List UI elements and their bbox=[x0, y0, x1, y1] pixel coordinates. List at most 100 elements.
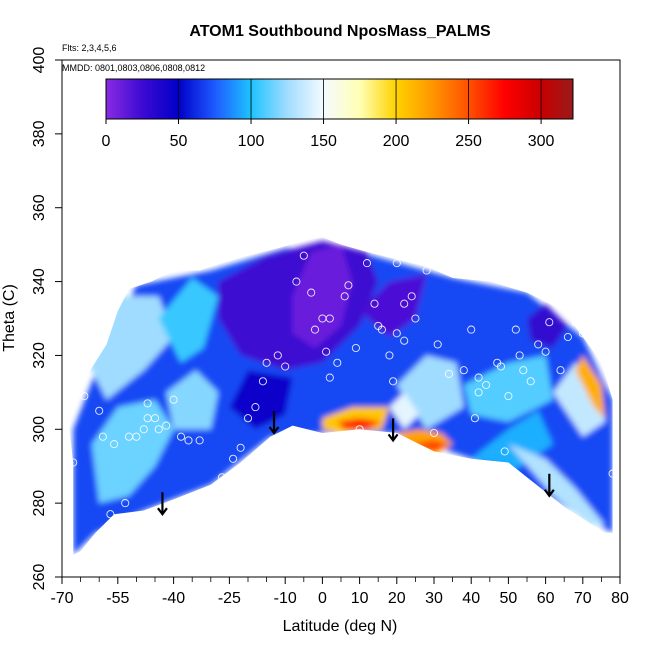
observation-marker bbox=[474, 373, 483, 382]
observation-marker bbox=[121, 499, 130, 508]
heatmap-region-7 bbox=[229, 370, 293, 430]
x-tick-label: 10 bbox=[351, 590, 369, 607]
observation-marker bbox=[411, 314, 420, 323]
x-tick-label: 40 bbox=[462, 590, 480, 607]
observation-marker bbox=[236, 443, 245, 452]
colorbar-gradient bbox=[105, 78, 574, 120]
observation-marker bbox=[251, 403, 260, 412]
heatmap-region-20 bbox=[389, 392, 420, 430]
observation-marker bbox=[184, 436, 193, 445]
observation-marker bbox=[392, 329, 401, 338]
observation-marker bbox=[110, 440, 119, 449]
heatmap-region-19 bbox=[411, 440, 449, 452]
observation-marker bbox=[325, 373, 334, 382]
heatmap-region-8 bbox=[359, 274, 427, 337]
x-tick-label: 80 bbox=[611, 590, 629, 607]
x-tick-label: 60 bbox=[537, 590, 555, 607]
observation-marker bbox=[195, 436, 204, 445]
x-axis: -70 -55 -40 -25 -10 0 10 20 30 40 50 60 70 80 bbox=[50, 577, 629, 607]
colorbar-ticks: 0 50 100 150 200 250 300 bbox=[102, 79, 555, 150]
observation-marker bbox=[504, 392, 513, 401]
observation-marker bbox=[281, 362, 290, 371]
observation-marker bbox=[98, 432, 107, 441]
heatmap-region-17 bbox=[337, 418, 382, 430]
observation-marker bbox=[355, 425, 364, 434]
observation-marker bbox=[385, 351, 394, 360]
observation-marker bbox=[310, 325, 320, 334]
x-tick-label: -55 bbox=[106, 590, 129, 607]
observation-marker bbox=[229, 454, 238, 463]
heatmap-regions bbox=[73, 240, 613, 555]
observation-marker bbox=[154, 425, 163, 434]
observation-marker bbox=[526, 377, 535, 386]
heatmap-region-15 bbox=[508, 444, 606, 526]
observation-marker bbox=[608, 469, 617, 478]
observation-marker bbox=[496, 362, 506, 371]
observation-marker bbox=[72, 377, 81, 386]
y-axis-label: Theta (C) bbox=[1, 284, 18, 352]
observation-marker bbox=[545, 318, 554, 327]
observation-marker bbox=[322, 347, 331, 356]
x-tick-label: 20 bbox=[388, 590, 406, 607]
observation-marker bbox=[571, 318, 580, 327]
observation-marker bbox=[132, 432, 141, 441]
observation-marker bbox=[80, 392, 89, 401]
observation-marker bbox=[258, 377, 267, 386]
observation-marker bbox=[578, 329, 587, 338]
observation-marker bbox=[273, 351, 282, 360]
colorbar-tick-label: 100 bbox=[238, 133, 265, 150]
observation-marker bbox=[143, 399, 152, 408]
y-tick-label: 400 bbox=[31, 47, 48, 74]
heatmap-region-10 bbox=[463, 355, 553, 422]
observation-marker bbox=[206, 491, 215, 500]
heatmap-region-12 bbox=[527, 303, 568, 348]
observation-marker bbox=[541, 347, 550, 356]
observation-marker bbox=[534, 340, 543, 349]
heatmap-region-4 bbox=[166, 370, 219, 430]
observation-marker bbox=[556, 366, 565, 375]
colorbar-tick-label: 0 bbox=[102, 133, 111, 150]
y-tick-label: 340 bbox=[31, 268, 48, 295]
colorbar-tick-label: 150 bbox=[310, 133, 337, 150]
observation-marker bbox=[162, 421, 171, 430]
x-tick-label: 0 bbox=[318, 590, 327, 607]
observation-marker bbox=[563, 332, 572, 342]
colorbar-tick-label: 250 bbox=[455, 133, 482, 150]
dates-annotation: MMDD: 0801,0803,0806,0808,0812 bbox=[62, 63, 205, 73]
observation-marker bbox=[470, 414, 479, 423]
observation-markers bbox=[69, 251, 617, 519]
x-axis-label: Latitude (deg N) bbox=[283, 618, 398, 635]
x-tick-label: 30 bbox=[425, 590, 443, 607]
observation-marker bbox=[389, 377, 398, 386]
observation-marker bbox=[333, 358, 342, 367]
down-arrow bbox=[268, 410, 280, 435]
observation-marker bbox=[407, 292, 416, 301]
observation-marker bbox=[400, 299, 409, 308]
flights-annotation: Flts: 2,3,4,5,6 bbox=[62, 43, 117, 53]
observation-marker bbox=[459, 366, 468, 375]
x-tick-label: -25 bbox=[218, 590, 241, 607]
colorbar: 0 50 100 150 200 250 300 bbox=[102, 78, 574, 150]
arrow-markers bbox=[157, 410, 555, 517]
y-tick-label: 360 bbox=[31, 194, 48, 221]
observation-marker bbox=[176, 432, 186, 441]
y-axis: 260 280 300 320 340 360 380 400 bbox=[31, 47, 62, 591]
observation-marker bbox=[444, 369, 453, 378]
observation-marker bbox=[433, 340, 442, 349]
chart-title: ATOM1 Southbound NposMass_PALMS bbox=[189, 23, 491, 40]
heatmap-region-6 bbox=[292, 244, 353, 348]
down-arrow bbox=[157, 492, 168, 517]
down-arrow bbox=[543, 473, 555, 498]
heatmap-region-1 bbox=[91, 399, 174, 504]
observation-marker bbox=[500, 447, 509, 456]
x-tick-label: -40 bbox=[162, 590, 185, 607]
heatmap-region-3 bbox=[158, 277, 219, 363]
heatmap-region-14 bbox=[575, 355, 606, 419]
observation-marker bbox=[519, 366, 528, 375]
y-tick-label: 380 bbox=[31, 120, 48, 147]
x-tick-label: 50 bbox=[500, 590, 518, 607]
observation-marker bbox=[422, 266, 431, 275]
observation-marker bbox=[243, 414, 253, 423]
y-tick-label: 260 bbox=[31, 564, 48, 591]
